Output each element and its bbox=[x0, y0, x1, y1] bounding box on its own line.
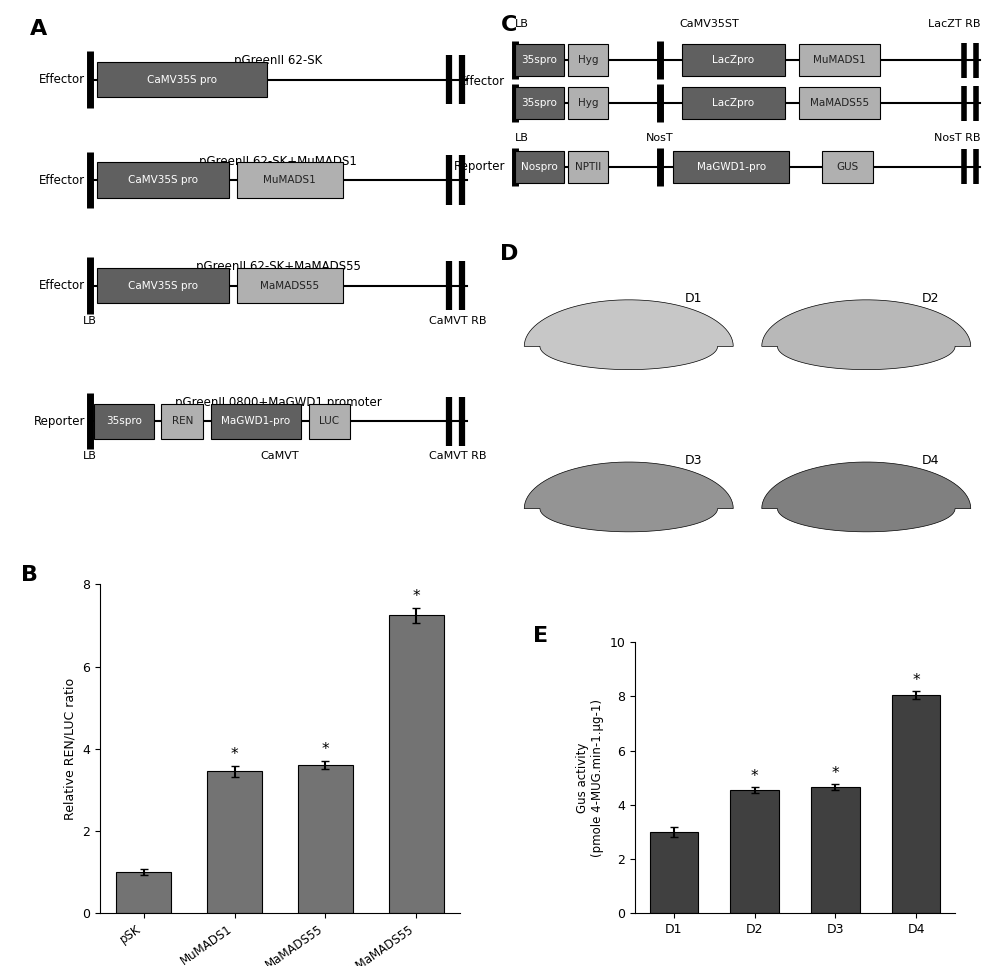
FancyBboxPatch shape bbox=[161, 404, 203, 439]
Text: 35spro: 35spro bbox=[106, 416, 142, 426]
Text: Reporter: Reporter bbox=[454, 160, 505, 173]
Bar bbox=[650, 832, 698, 913]
Text: D: D bbox=[501, 244, 519, 264]
Text: *: * bbox=[832, 766, 839, 781]
FancyBboxPatch shape bbox=[515, 151, 564, 183]
FancyBboxPatch shape bbox=[97, 62, 267, 98]
Text: CaMV35S pro: CaMV35S pro bbox=[128, 175, 198, 185]
Text: LacZpro: LacZpro bbox=[712, 55, 755, 65]
Polygon shape bbox=[524, 299, 733, 370]
FancyBboxPatch shape bbox=[211, 404, 301, 439]
Text: Nospro: Nospro bbox=[521, 162, 558, 172]
FancyBboxPatch shape bbox=[799, 44, 880, 76]
Bar bbox=[892, 696, 940, 913]
Text: E: E bbox=[533, 626, 548, 646]
Bar bbox=[298, 765, 353, 913]
FancyBboxPatch shape bbox=[515, 44, 564, 76]
Bar bbox=[730, 790, 779, 913]
FancyBboxPatch shape bbox=[682, 44, 785, 76]
Text: NPTII: NPTII bbox=[575, 162, 601, 172]
Text: pGreenII 0800+MaGWD1 promoter: pGreenII 0800+MaGWD1 promoter bbox=[175, 396, 382, 409]
Text: MuMADS1: MuMADS1 bbox=[263, 175, 316, 185]
Text: NosT: NosT bbox=[646, 132, 673, 143]
Polygon shape bbox=[762, 462, 971, 532]
FancyBboxPatch shape bbox=[568, 44, 608, 76]
Text: MaGWD1-pro: MaGWD1-pro bbox=[697, 162, 766, 172]
FancyBboxPatch shape bbox=[515, 87, 564, 119]
Text: CaMV35ST: CaMV35ST bbox=[680, 19, 739, 29]
FancyBboxPatch shape bbox=[799, 87, 880, 119]
Text: pGreenII 62-SK: pGreenII 62-SK bbox=[234, 54, 323, 67]
Text: A: A bbox=[30, 19, 47, 40]
Text: MaMADS55: MaMADS55 bbox=[810, 99, 869, 108]
Text: pGreenII 62-SK+MaMADS55: pGreenII 62-SK+MaMADS55 bbox=[196, 260, 361, 273]
FancyBboxPatch shape bbox=[568, 87, 608, 119]
Text: *: * bbox=[231, 747, 238, 762]
Bar bbox=[116, 871, 171, 913]
Text: *: * bbox=[912, 673, 920, 689]
Text: CaMVT RB: CaMVT RB bbox=[429, 316, 487, 326]
FancyBboxPatch shape bbox=[682, 87, 785, 119]
FancyBboxPatch shape bbox=[673, 151, 789, 183]
Text: Effector: Effector bbox=[39, 73, 85, 86]
Text: *: * bbox=[751, 769, 758, 783]
Text: MaGWD1-pro: MaGWD1-pro bbox=[221, 416, 290, 426]
Text: D2: D2 bbox=[922, 292, 939, 305]
FancyBboxPatch shape bbox=[94, 404, 154, 439]
Text: LB: LB bbox=[83, 316, 97, 326]
Text: LacZpro: LacZpro bbox=[712, 99, 755, 108]
Text: CaMVT RB: CaMVT RB bbox=[429, 451, 487, 462]
Text: Effector: Effector bbox=[459, 75, 505, 88]
Text: LB: LB bbox=[83, 451, 97, 462]
Text: LB: LB bbox=[515, 132, 529, 143]
FancyBboxPatch shape bbox=[97, 268, 229, 303]
FancyBboxPatch shape bbox=[237, 162, 343, 198]
Text: D4: D4 bbox=[922, 454, 939, 468]
FancyBboxPatch shape bbox=[822, 151, 873, 183]
Text: 35spro: 35spro bbox=[521, 55, 557, 65]
Text: *: * bbox=[413, 588, 420, 604]
Polygon shape bbox=[762, 299, 971, 370]
Bar bbox=[389, 615, 444, 913]
Text: MuMADS1: MuMADS1 bbox=[813, 55, 866, 65]
Text: Effector: Effector bbox=[39, 279, 85, 292]
Y-axis label: Relative REN/LUC ratio: Relative REN/LUC ratio bbox=[64, 677, 77, 820]
Text: REN: REN bbox=[172, 416, 193, 426]
Text: pGreenII 62-SK+MuMADS1: pGreenII 62-SK+MuMADS1 bbox=[199, 155, 357, 167]
Text: CaMV35S pro: CaMV35S pro bbox=[147, 74, 217, 85]
Text: D1: D1 bbox=[684, 292, 702, 305]
Text: *: * bbox=[322, 742, 329, 757]
Text: LacZT RB: LacZT RB bbox=[928, 19, 980, 29]
Text: B: B bbox=[21, 565, 38, 584]
FancyBboxPatch shape bbox=[237, 268, 343, 303]
Y-axis label: Gus activity
(pmole 4-MUG.min-1.μg-1): Gus activity (pmole 4-MUG.min-1.μg-1) bbox=[576, 698, 604, 857]
Text: Reporter: Reporter bbox=[34, 414, 85, 428]
Text: Hyg: Hyg bbox=[578, 55, 598, 65]
Text: 35spro: 35spro bbox=[521, 99, 557, 108]
Text: MaMADS55: MaMADS55 bbox=[260, 280, 319, 291]
Text: NosT RB: NosT RB bbox=[934, 132, 980, 143]
Text: CaMV35S pro: CaMV35S pro bbox=[128, 280, 198, 291]
Polygon shape bbox=[524, 462, 733, 532]
Text: LB: LB bbox=[515, 19, 529, 29]
Bar bbox=[811, 787, 860, 913]
Bar bbox=[207, 771, 262, 913]
FancyBboxPatch shape bbox=[568, 151, 608, 183]
FancyBboxPatch shape bbox=[309, 404, 350, 439]
FancyBboxPatch shape bbox=[97, 162, 229, 198]
Text: Effector: Effector bbox=[39, 174, 85, 186]
Text: CaMVT: CaMVT bbox=[261, 451, 299, 462]
Text: C: C bbox=[501, 14, 517, 35]
Text: Hyg: Hyg bbox=[578, 99, 598, 108]
Text: D3: D3 bbox=[684, 454, 702, 468]
Text: GUS: GUS bbox=[836, 162, 859, 172]
Text: LUC: LUC bbox=[319, 416, 339, 426]
